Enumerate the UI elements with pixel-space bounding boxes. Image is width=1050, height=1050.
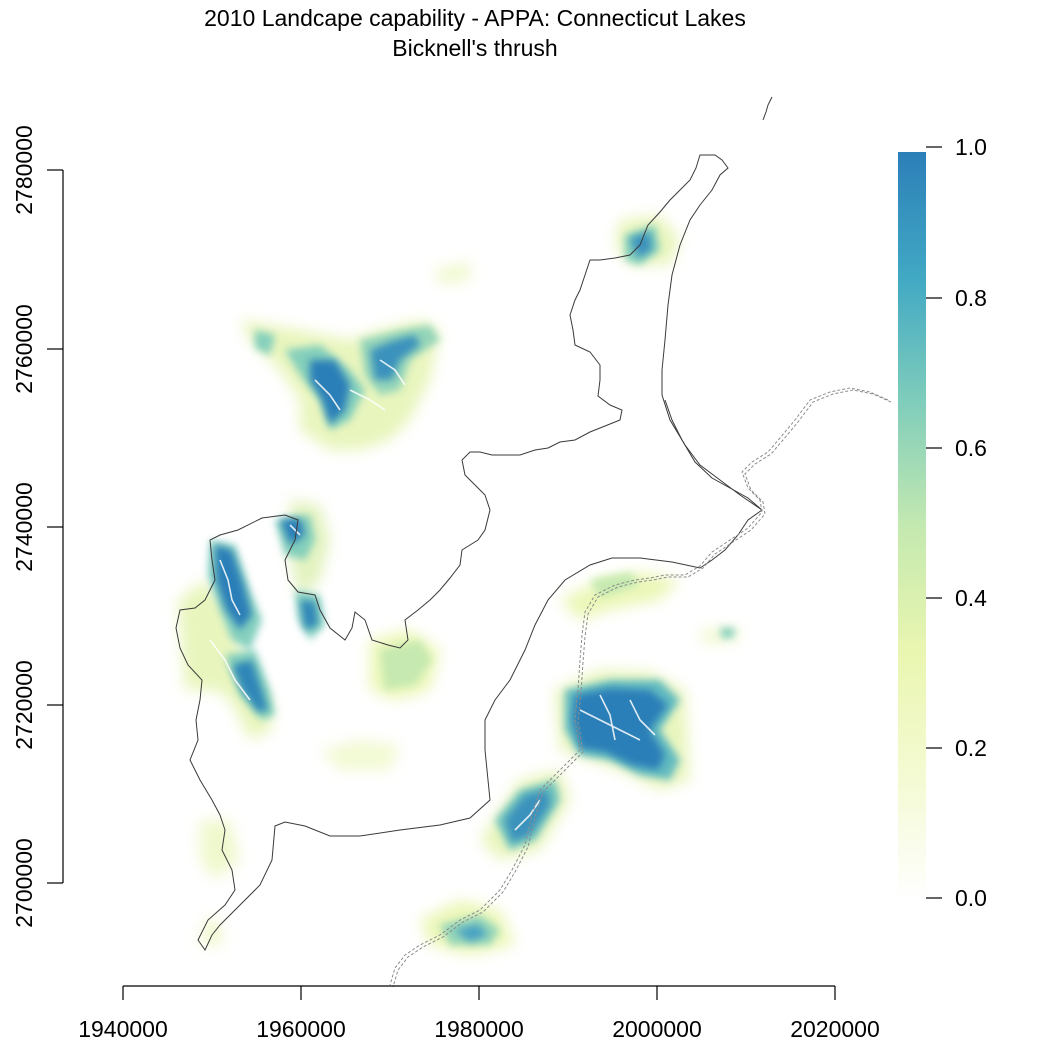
legend-tick-label: 0.4 — [955, 585, 987, 611]
y-axis: 2700000 2720000 2740000 2760000 2780000 — [11, 125, 64, 928]
color-legend: 0.0 0.2 0.4 0.6 0.8 1.0 — [898, 134, 987, 911]
legend-tick-label: 0.2 — [955, 735, 987, 761]
y-tick-label: 2760000 — [11, 304, 37, 394]
low-value-halo — [178, 215, 740, 955]
x-tick-label: 1980000 — [434, 1016, 524, 1042]
x-tick-label: 1960000 — [256, 1016, 346, 1042]
state-line-river — [389, 387, 889, 986]
y-tick-label: 2780000 — [11, 125, 37, 215]
x-axis: 1940000 1960000 1980000 2000000 2020000 — [78, 985, 880, 1042]
study-area-boundary — [175, 154, 763, 951]
capability-raster — [178, 215, 740, 955]
x-tick-label: 2020000 — [790, 1016, 880, 1042]
legend-tick-label: 0.8 — [955, 285, 987, 311]
legend-tick-label: 0.6 — [955, 435, 987, 461]
legend-tick-label: 1.0 — [955, 134, 987, 160]
drainage-cuts — [209, 359, 656, 831]
inner-boundary — [664, 399, 763, 511]
y-tick-label: 2700000 — [11, 838, 37, 928]
legend-tick-label: 0.0 — [955, 885, 987, 911]
x-tick-label: 2000000 — [612, 1016, 702, 1042]
state-line-river-2 — [392, 389, 892, 988]
high-value-cores — [215, 232, 668, 942]
map-subtitle: Bicknell's thrush — [392, 35, 557, 61]
y-tick-label: 2740000 — [11, 482, 37, 572]
legend-color-bar — [898, 152, 926, 900]
x-tick-label: 1940000 — [78, 1016, 168, 1042]
border-fragment — [762, 96, 773, 121]
y-tick-label: 2720000 — [11, 660, 37, 750]
map-title: 2010 Landcape capability - APPA: Connect… — [204, 5, 746, 31]
